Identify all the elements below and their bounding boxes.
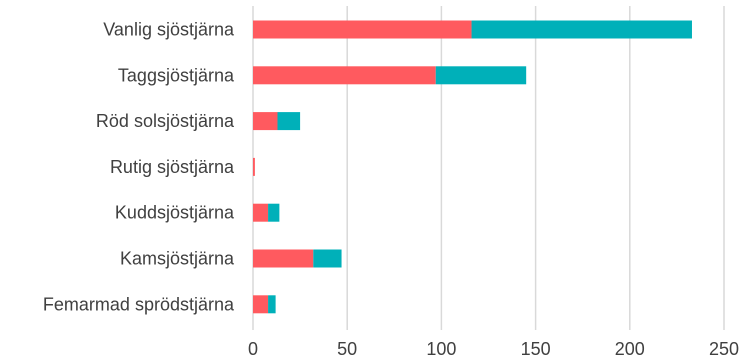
category-label: Kuddsjöstjärna	[115, 203, 235, 223]
bar-segment-series-2	[313, 249, 342, 268]
bars	[253, 20, 692, 314]
category-labels: Vanlig sjöstjärna Taggsjöstjärna Röd solsj…	[43, 20, 235, 315]
category-label: Röd solsjöstjärna	[96, 111, 235, 131]
grid-lines	[252, 6, 725, 330]
x-tick-label: 100	[426, 339, 456, 359]
bar-segment-series-1	[253, 249, 314, 268]
bar-segment-series-2	[277, 112, 301, 131]
x-axis-tick-labels: 0 50 100 150 200 250	[248, 339, 739, 359]
x-tick-label: 250	[709, 339, 739, 359]
bar-segment-series-1	[253, 157, 255, 176]
bar-segment-series-2	[268, 203, 280, 222]
bar-segment-series-2	[435, 66, 527, 85]
bar-segment-series-1	[253, 295, 269, 314]
bar-segment-series-1	[253, 20, 472, 39]
x-tick-label: 150	[521, 339, 551, 359]
category-label: Vanlig sjöstjärna	[103, 20, 235, 40]
category-label: Kamsjöstjärna	[120, 249, 235, 269]
x-tick-label: 200	[615, 339, 645, 359]
bar-segment-series-2	[268, 295, 276, 314]
x-tick-label: 0	[248, 339, 258, 359]
bar-segment-series-2	[471, 20, 692, 39]
category-label: Femarmad sprödstjärna	[43, 294, 235, 314]
category-label: Rutig sjöstjärna	[110, 157, 235, 177]
bar-segment-series-1	[253, 112, 278, 131]
category-label: Taggsjöstjärna	[118, 65, 235, 85]
bar-segment-series-1	[253, 203, 269, 222]
x-tick-label: 50	[337, 339, 357, 359]
bar-segment-series-1	[253, 66, 436, 85]
